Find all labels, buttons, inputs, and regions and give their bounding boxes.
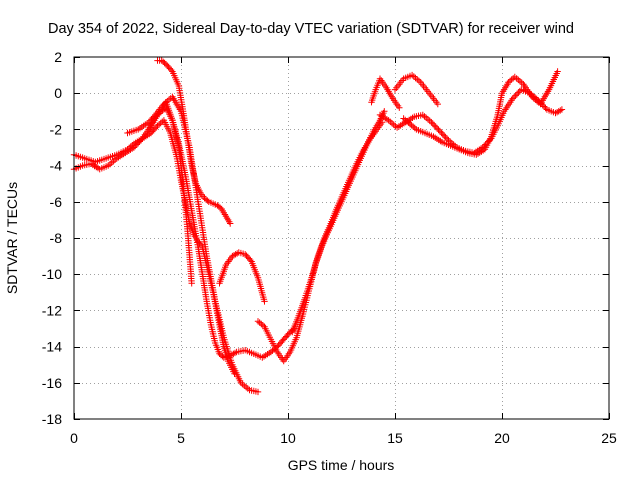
- data-point: [406, 120, 414, 128]
- data-point: [436, 128, 444, 135]
- x-tick-label: 25: [601, 430, 617, 446]
- chart-title: Day 354 of 2022, Sidereal Day-to-day VTE…: [48, 21, 574, 37]
- data-layer: [70, 57, 566, 396]
- data-point: [188, 280, 195, 287]
- y-tick-label: -8: [50, 230, 63, 246]
- series-track-l: [391, 71, 441, 108]
- y-tick-label: -18: [42, 411, 62, 427]
- series-track-j: [400, 68, 561, 158]
- data-point: [509, 95, 516, 102]
- data-point: [510, 93, 518, 101]
- data-point: [438, 129, 445, 136]
- y-tick-label: 2: [54, 49, 62, 65]
- data-point: [433, 125, 441, 132]
- data-point: [443, 135, 451, 142]
- series-track-f: [216, 249, 268, 305]
- data-point: [505, 79, 512, 86]
- data-point: [137, 136, 145, 144]
- data-point: [557, 107, 564, 114]
- data-point: [439, 131, 446, 138]
- data-point: [135, 139, 142, 147]
- data-point: [379, 119, 386, 126]
- series-track-b: [70, 99, 195, 287]
- data-point: [153, 124, 160, 131]
- data-point: [516, 87, 523, 95]
- data-point: [410, 123, 417, 130]
- tick-labels-layer: 0 5 10 15 20 25 -18 -16 -14 -12 -10 -8 -6 -4 -2 0 2: [42, 49, 617, 446]
- data-point: [441, 132, 448, 139]
- data-point: [285, 330, 293, 337]
- data-point: [403, 118, 410, 125]
- data-point: [411, 124, 418, 132]
- ticks-layer: [74, 57, 610, 420]
- y-tick-label: 0: [54, 85, 62, 101]
- data-point: [506, 77, 514, 85]
- data-point: [269, 347, 276, 354]
- data-point: [540, 103, 548, 110]
- data-point: [442, 134, 449, 141]
- data-point: [161, 59, 168, 67]
- data-point: [435, 126, 442, 133]
- data-point: [408, 122, 415, 129]
- data-point: [405, 119, 412, 126]
- data-point: [428, 119, 435, 126]
- data-point: [231, 349, 239, 357]
- y-tick-label: -2: [50, 121, 63, 137]
- data-point: [130, 144, 138, 151]
- data-point: [132, 142, 139, 150]
- y-tick-label: -14: [42, 339, 62, 355]
- data-point: [381, 108, 388, 115]
- series-track-k: [368, 75, 403, 111]
- data-point: [432, 123, 439, 130]
- y-tick-label: -16: [42, 375, 62, 391]
- data-point: [247, 256, 254, 264]
- data-point: [259, 322, 267, 329]
- data-point: [261, 298, 268, 305]
- data-point: [155, 121, 163, 128]
- data-point: [219, 353, 226, 360]
- data-point: [554, 68, 561, 75]
- data-point: [434, 100, 441, 108]
- data-point: [515, 89, 522, 96]
- y-tick-label: -4: [50, 158, 63, 174]
- data-point: [429, 120, 436, 127]
- series-track-d: [154, 57, 234, 227]
- data-point: [558, 106, 566, 113]
- x-tick-label: 0: [70, 430, 78, 446]
- data-point: [267, 348, 275, 356]
- x-tick-label: 15: [387, 430, 403, 446]
- data-point: [254, 318, 262, 325]
- data-point: [400, 115, 407, 122]
- y-tick-label: -6: [50, 194, 63, 210]
- series-track-h: [289, 119, 386, 336]
- x-tick-label: 5: [177, 430, 185, 446]
- data-point: [396, 104, 403, 111]
- data-point: [513, 90, 521, 98]
- data-point: [508, 76, 515, 83]
- data-point: [204, 197, 211, 204]
- data-point: [157, 119, 164, 127]
- data-point: [512, 92, 519, 99]
- data-point: [136, 138, 143, 145]
- x-tick-label: 10: [280, 430, 296, 446]
- x-axis-label: GPS time / hours: [288, 457, 395, 473]
- y-tick-label: -12: [42, 302, 62, 318]
- data-point: [402, 116, 409, 124]
- x-tick-label: 20: [494, 430, 510, 446]
- data-point: [542, 104, 549, 112]
- series-track-e: [145, 104, 298, 361]
- data-point: [431, 122, 438, 129]
- data-point: [154, 122, 161, 129]
- data-point: [168, 66, 175, 74]
- y-tick-label: -10: [42, 266, 62, 282]
- data-point: [258, 320, 265, 328]
- data-point: [254, 388, 262, 396]
- data-point: [227, 220, 234, 227]
- y-axis-label: SDTVAR / TECUs: [4, 182, 20, 294]
- data-point: [133, 141, 140, 148]
